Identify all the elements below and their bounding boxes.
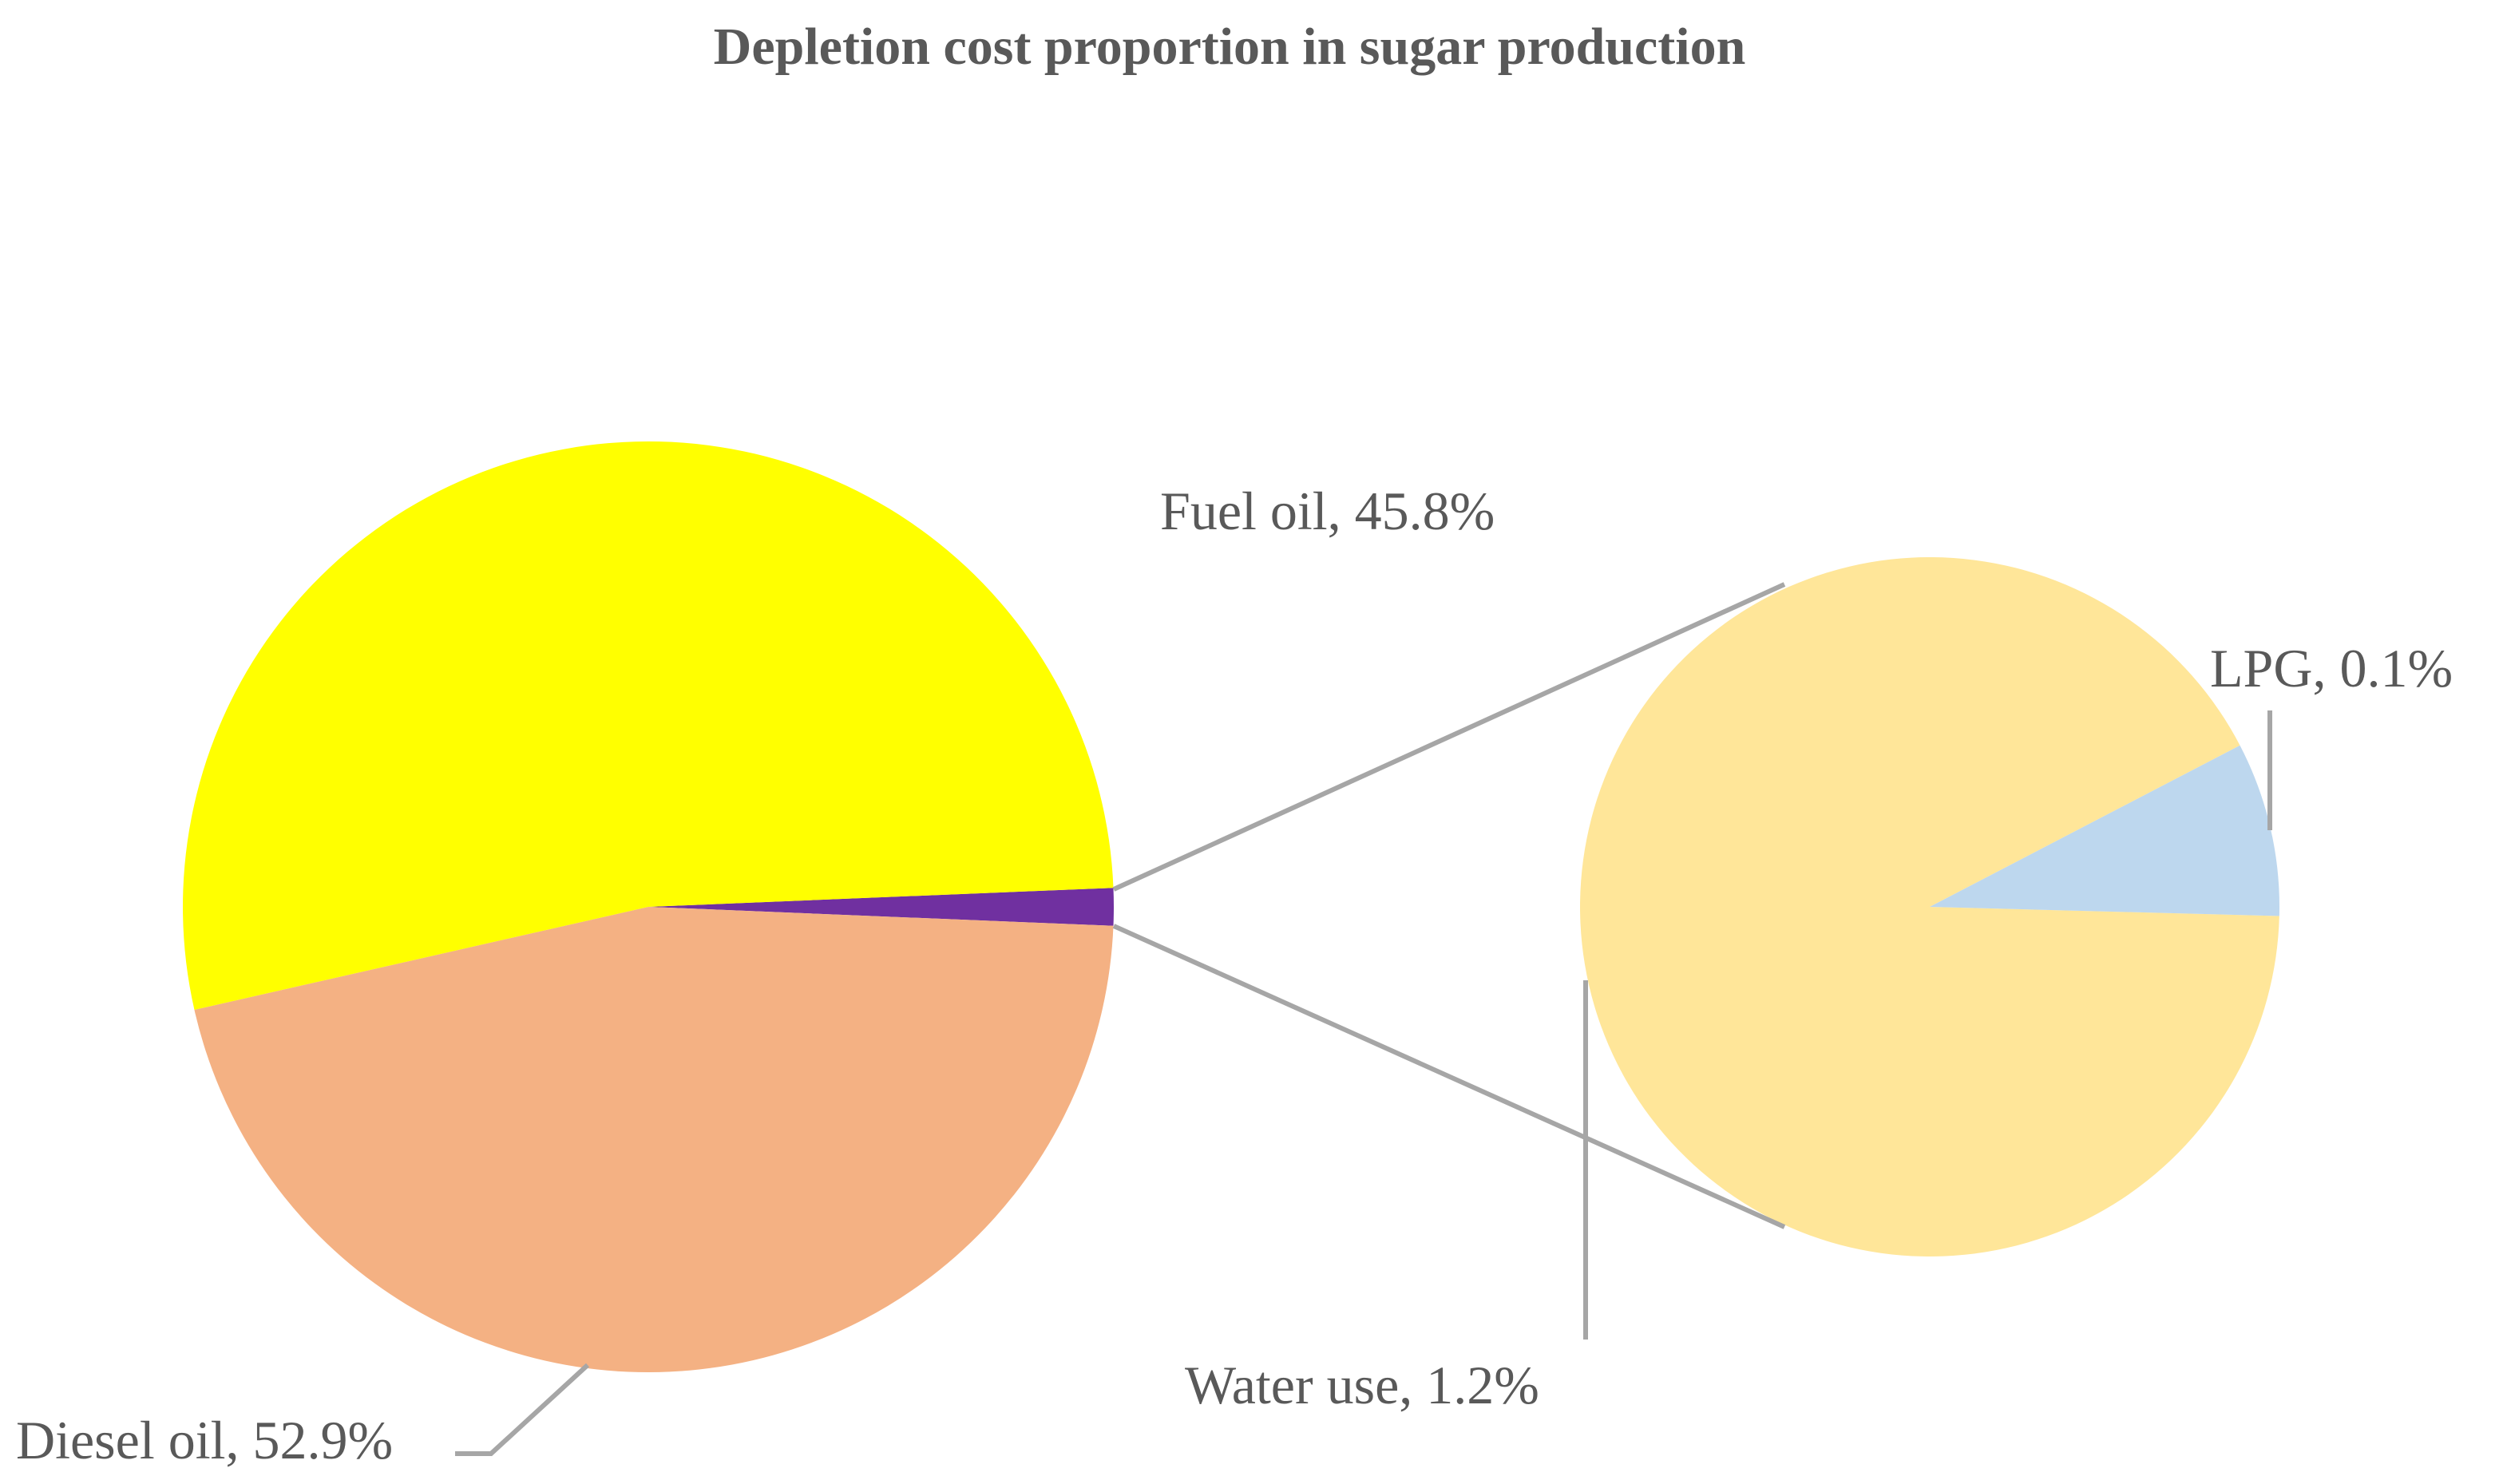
main-pie <box>182 441 1114 1372</box>
secondary-slice-lpg <box>1930 745 2280 916</box>
fuel-oil-label: Fuel oil, 45.8% <box>1160 481 1495 541</box>
lpg-label: LPG, 0.1% <box>2210 638 2453 698</box>
main-slice-other <box>648 888 1114 926</box>
main-slice-diesel-oil <box>182 441 1114 1010</box>
main-slice-fuel-oil <box>194 907 1114 1372</box>
secondary-slice-water-use <box>1580 556 2279 1256</box>
connector-line-bottom <box>1112 924 1786 1229</box>
diesel-oil-leader-line <box>455 1363 590 1456</box>
secondary-pie <box>1580 556 2280 1256</box>
water-use-label: Water use, 1.2% <box>1185 1355 1539 1415</box>
chart-title: Depletion cost proportion in sugar produ… <box>714 18 1746 76</box>
diesel-oil-label: Diesel oil, 52.9% <box>16 1410 393 1470</box>
connector-line-top <box>1112 582 1786 892</box>
